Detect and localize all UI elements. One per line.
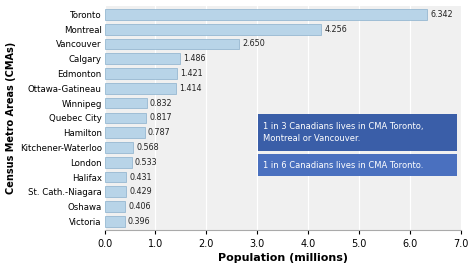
- Bar: [104, 54, 180, 64]
- Y-axis label: Census Metro Areas (CMAs): Census Metro Areas (CMAs): [6, 42, 16, 194]
- Text: 1.486: 1.486: [183, 54, 206, 63]
- Text: 0.431: 0.431: [129, 172, 152, 182]
- Bar: [104, 201, 125, 212]
- Bar: [104, 39, 239, 49]
- X-axis label: Population (millions): Population (millions): [218, 253, 347, 263]
- Text: 0.832: 0.832: [150, 99, 173, 108]
- Bar: [104, 172, 127, 182]
- Bar: [104, 157, 132, 168]
- Text: 1.414: 1.414: [180, 84, 202, 93]
- Bar: [104, 113, 146, 123]
- Text: 4.256: 4.256: [324, 25, 347, 34]
- Text: 0.787: 0.787: [147, 128, 170, 137]
- Text: 0.568: 0.568: [137, 143, 159, 152]
- Text: 1 in 6 Canadians lives in CMA Toronto.: 1 in 6 Canadians lives in CMA Toronto.: [263, 161, 424, 170]
- Bar: [104, 68, 177, 79]
- Bar: [104, 127, 145, 138]
- Bar: [104, 98, 147, 108]
- Bar: [258, 154, 456, 176]
- Text: 0.817: 0.817: [149, 114, 172, 122]
- Text: 0.429: 0.429: [129, 187, 152, 196]
- Text: 1.421: 1.421: [180, 69, 202, 78]
- Bar: [258, 114, 456, 151]
- Bar: [104, 9, 427, 20]
- Bar: [104, 186, 127, 197]
- Text: 0.533: 0.533: [135, 158, 157, 167]
- Bar: [104, 83, 176, 94]
- Bar: [104, 216, 125, 227]
- Text: 0.396: 0.396: [128, 217, 150, 226]
- Text: 1 in 3 Canadians lives in CMA Toronto,
Montreal or Vancouver.: 1 in 3 Canadians lives in CMA Toronto, M…: [263, 122, 424, 143]
- Bar: [104, 142, 133, 153]
- Text: 0.406: 0.406: [128, 202, 151, 211]
- Text: 6.342: 6.342: [430, 10, 453, 19]
- Bar: [104, 24, 321, 34]
- Text: 2.650: 2.650: [242, 40, 265, 48]
